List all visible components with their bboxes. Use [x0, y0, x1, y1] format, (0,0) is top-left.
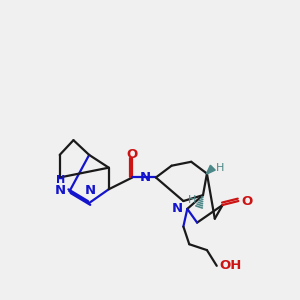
Text: N: N — [55, 184, 66, 197]
Text: O: O — [241, 194, 253, 208]
Text: OH: OH — [220, 259, 242, 272]
Text: H: H — [216, 163, 224, 173]
Text: N: N — [85, 184, 96, 197]
Polygon shape — [207, 165, 215, 174]
Text: N: N — [140, 171, 151, 184]
Text: H: H — [188, 195, 196, 205]
Text: O: O — [127, 148, 138, 161]
Text: N: N — [171, 202, 182, 215]
Text: H: H — [56, 176, 66, 185]
